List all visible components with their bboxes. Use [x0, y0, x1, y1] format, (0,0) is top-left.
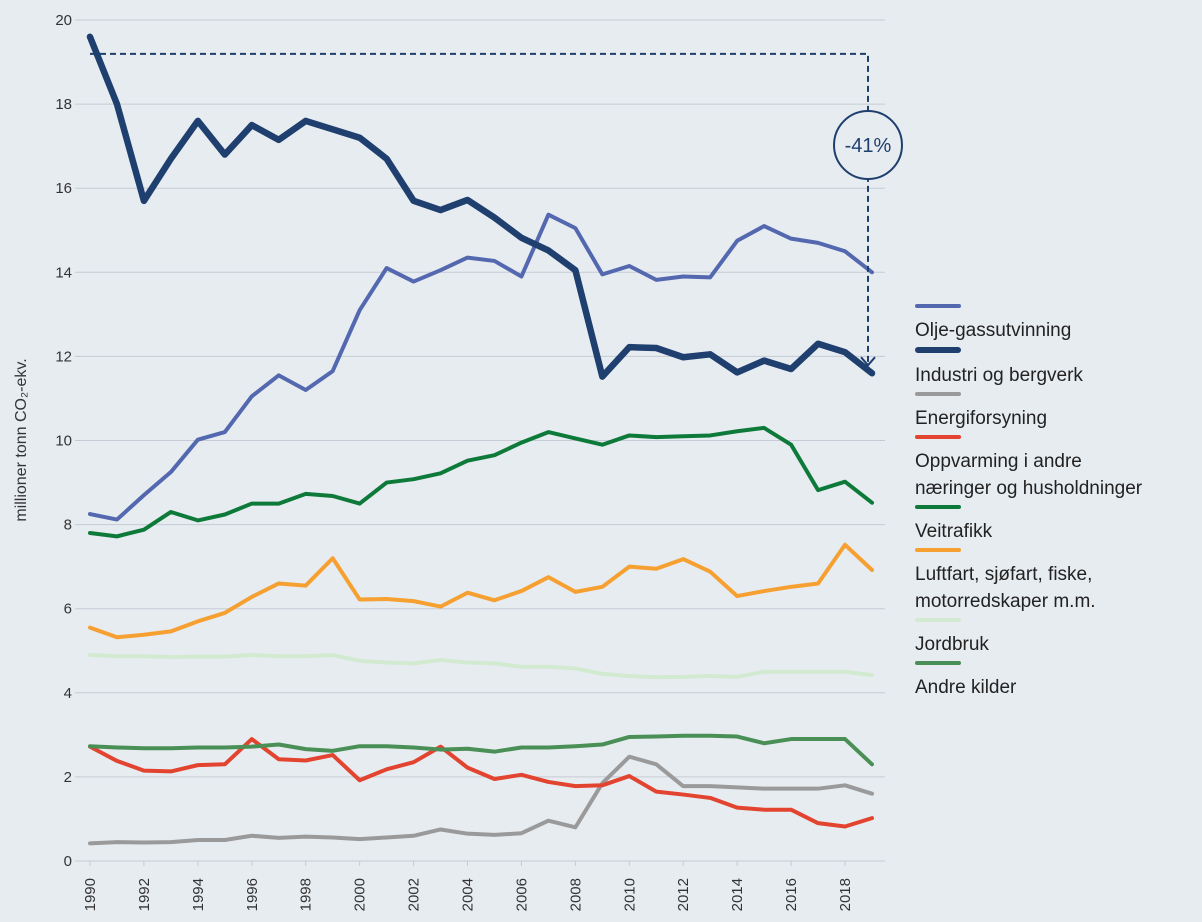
legend-swatch	[915, 347, 961, 353]
legend-label: Industri og bergverk	[915, 365, 1083, 386]
series-line	[88, 737, 874, 829]
series-line	[88, 542, 874, 640]
legend: Olje-gassutvinning Industri og bergverk En…	[915, 304, 1202, 704]
series-line	[88, 754, 874, 846]
annotation-arrow	[860, 356, 876, 367]
x-tick-label: 2018	[837, 878, 854, 911]
legend-label: Luftfart, sjøfart, fiske, motorredskaper…	[915, 564, 1096, 612]
y-tick-label: 6	[64, 601, 72, 618]
legend-entry: Olje-gassutvinning	[915, 304, 1202, 344]
legend-entry: Luftfart, sjøfart, fiske, motorredskaper…	[915, 548, 1202, 615]
x-tick-label: 2010	[621, 878, 638, 911]
legend-swatch	[915, 618, 961, 622]
legend-entry: Veitrafikk	[915, 505, 1202, 545]
y-tick-label: 0	[64, 853, 72, 870]
series-line	[88, 425, 874, 539]
x-tick-label: 2004	[460, 878, 477, 911]
legend-swatch	[915, 435, 961, 439]
x-tick-label: 2014	[729, 878, 746, 911]
y-tick-label: 14	[55, 264, 72, 281]
x-tick-label: 1998	[298, 878, 315, 911]
y-tick-label: 8	[64, 517, 72, 534]
y-tick-label: 4	[64, 685, 72, 702]
x-tick-label: 2002	[406, 878, 423, 911]
series-line	[88, 652, 874, 680]
y-tick-label: 20	[55, 12, 72, 29]
annotation-bracket	[90, 52, 869, 366]
x-tick-label: 1990	[82, 878, 99, 911]
legend-entry: Jordbruk	[915, 618, 1202, 658]
x-tick-label: 2008	[567, 878, 584, 911]
legend-label: Jordbruk	[915, 634, 989, 655]
x-tick-label: 1992	[136, 878, 153, 911]
annotation-circle	[833, 110, 903, 180]
legend-swatch	[915, 304, 961, 308]
legend-entry: Industri og bergverk	[915, 347, 1202, 389]
legend-swatch	[915, 548, 961, 552]
y-tick-label: 18	[55, 96, 72, 113]
series-line	[88, 733, 874, 767]
legend-swatch	[915, 392, 961, 396]
y-tick-label: 16	[55, 180, 72, 197]
x-tick-label: 1994	[190, 878, 207, 911]
series-line	[86, 33, 876, 380]
annotation: -41%	[845, 135, 892, 157]
x-tick-label: 2012	[675, 878, 692, 911]
legend-label: Andre kilder	[915, 677, 1017, 698]
x-tick-label: 2016	[783, 878, 800, 911]
legend-entry: Andre kilder	[915, 661, 1202, 701]
x-tick-label: 2006	[513, 878, 530, 911]
legend-entry: Energiforsyning	[915, 392, 1202, 432]
y-axis-label: millioner tonn CO₂-ekv.	[13, 358, 30, 521]
legend-swatch	[915, 505, 961, 509]
series-line	[88, 212, 874, 522]
legend-label: Veitrafikk	[915, 521, 993, 542]
legend-label: Olje-gassutvinning	[915, 320, 1072, 341]
y-tick-label: 2	[64, 769, 72, 786]
legend-label: Oppvarming i andre næringer og husholdni…	[915, 451, 1143, 499]
y-tick-label: 12	[55, 348, 72, 365]
x-tick-label: 1996	[244, 878, 261, 911]
legend-label: Energiforsyning	[915, 408, 1048, 429]
y-tick-label: 10	[55, 433, 72, 450]
legend-entry: Oppvarming i andre næringer og husholdni…	[915, 435, 1202, 502]
x-tick-label: 2000	[352, 878, 369, 911]
legend-swatch	[915, 661, 961, 665]
